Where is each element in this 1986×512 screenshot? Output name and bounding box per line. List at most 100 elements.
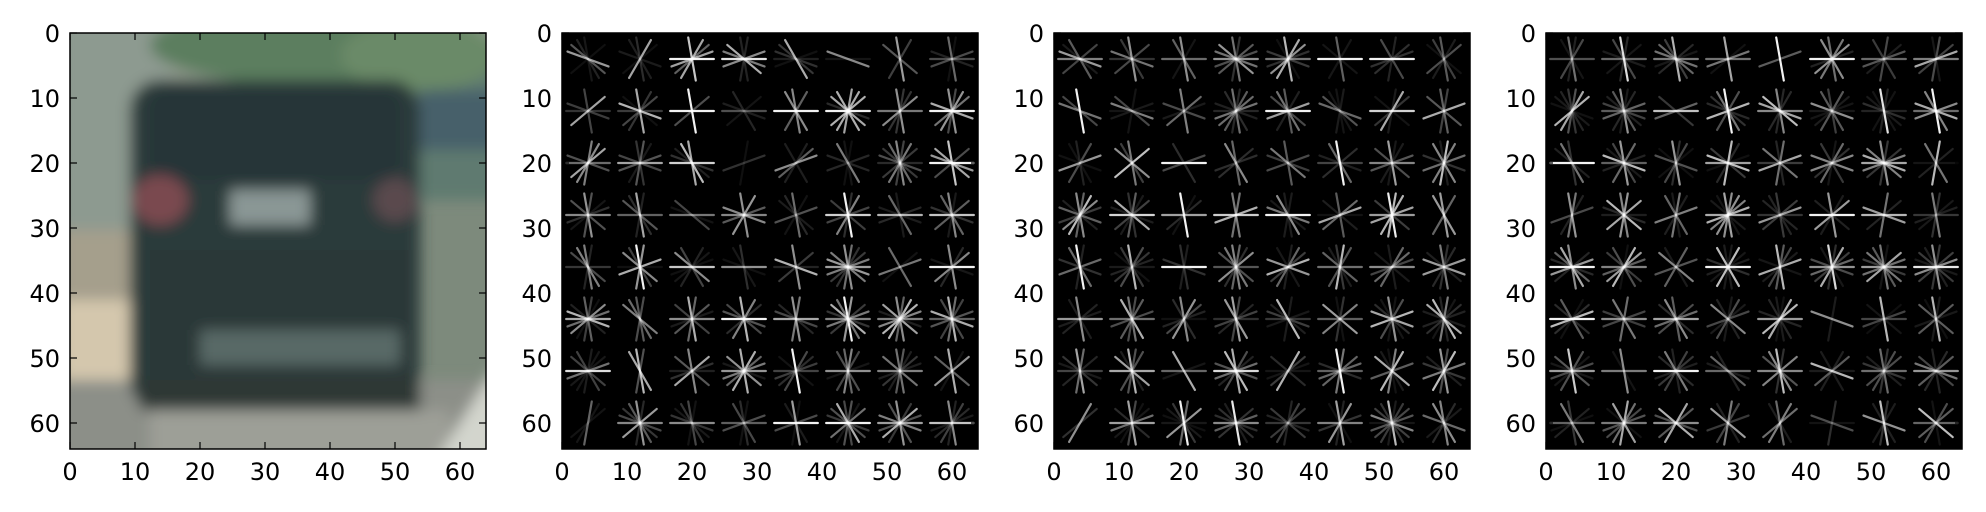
hog-cell [825, 400, 871, 446]
hog-orientation-stroke [1658, 303, 1694, 335]
hog-orientation-stroke [791, 192, 801, 238]
hog-cell [929, 244, 975, 290]
hog-orientation-stroke [783, 194, 809, 236]
hog-orientation-stroke [627, 298, 653, 340]
hog-orientation-stroke [791, 88, 801, 134]
hog-cell [1265, 296, 1311, 342]
hog-cell [877, 192, 923, 238]
hog-cell [825, 192, 871, 238]
hog-orientation-stroke [1283, 140, 1293, 186]
hog-cell [774, 192, 818, 238]
hog-orientation-stroke [1866, 199, 1902, 231]
hog-cell [1861, 244, 1907, 290]
hog-cell [617, 400, 663, 446]
hog-cell [1913, 140, 1959, 186]
x-tick-label: 30 [1726, 458, 1757, 486]
hog-orientation-stroke [635, 140, 645, 186]
hog-cell [1317, 36, 1363, 82]
hog-orientation-stroke [635, 348, 645, 394]
hog-cells [1057, 36, 1466, 446]
hog-orientation-stroke [939, 402, 965, 444]
hog-orientation-stroke [830, 251, 866, 283]
hog-cell [1213, 36, 1259, 82]
hog-cell [669, 140, 715, 186]
hog-orientation-stroke [726, 355, 762, 387]
hog-orientation-stroke [1426, 407, 1462, 439]
hog-cell [1913, 244, 1959, 290]
hog-orientation-stroke [1266, 50, 1310, 68]
hog-orientation-stroke [1715, 298, 1741, 340]
hog-orientation-stroke [1439, 296, 1449, 342]
hog-orientation-stroke [878, 414, 922, 432]
hog-cell [721, 348, 767, 394]
hog-orientation-stroke [1619, 36, 1629, 82]
hog-orientation-stroke [947, 36, 957, 82]
hog-cell [1757, 192, 1803, 238]
hog-panel-2: 0 10 20 30 40 50 60 0 10 20 30 40 50 60 [1013, 20, 1471, 486]
hog-panel-1: 0 10 20 30 40 50 60 0 10 20 30 40 50 60 [521, 20, 979, 486]
hog-orientation-stroke [1923, 350, 1949, 392]
hog-orientation-stroke [774, 206, 818, 224]
hog-orientation-stroke [1075, 296, 1085, 342]
hog-orientation-stroke [575, 246, 601, 288]
hog-orientation-stroke [783, 194, 809, 236]
hog-cell [1318, 88, 1362, 134]
x-tick-label: 0 [1046, 458, 1061, 486]
hog-orientation-stroke [1283, 192, 1293, 238]
hog-orientation-stroke [1266, 258, 1310, 276]
hog-orientation-stroke [1179, 244, 1189, 290]
hog-orientation-stroke [1110, 414, 1154, 432]
hog-orientation-stroke [1619, 36, 1629, 82]
hog-orientation-stroke [622, 303, 658, 335]
hog-orientation-stroke [1431, 194, 1457, 236]
hog-orientation-stroke [1619, 88, 1629, 134]
hog-cell [1161, 296, 1207, 342]
hog-cell [1601, 140, 1647, 186]
y-axis-ticks: 0 10 20 30 40 50 60 [521, 20, 978, 438]
hog-cell [1757, 296, 1803, 342]
hog-orientation-stroke [1567, 348, 1577, 394]
hog-cell [565, 244, 611, 290]
hog-orientation-stroke [1127, 348, 1137, 394]
hog-cell [1317, 348, 1363, 394]
hog-orientation-stroke [895, 348, 905, 394]
hog-orientation-stroke [934, 199, 970, 231]
hog-background [1054, 33, 1470, 449]
hog-orientation-stroke [1663, 246, 1689, 288]
hog-orientation-stroke [1871, 38, 1897, 80]
hog-orientation-stroke [1871, 350, 1897, 392]
hog-orientation-stroke [835, 246, 861, 288]
hog-cell [882, 36, 918, 82]
hog-orientation-stroke [882, 355, 918, 387]
hog-orientation-stroke [1431, 298, 1457, 340]
hog-orientation-stroke [1387, 36, 1397, 82]
hog-orientation-stroke [1370, 50, 1414, 68]
hog-orientation-stroke [1266, 362, 1310, 380]
hog-cell [1369, 140, 1415, 186]
hog-cell [669, 348, 715, 394]
hog-orientation-stroke [618, 154, 662, 172]
y-tick-label: 50 [1505, 345, 1536, 373]
hog-cell [669, 246, 715, 288]
hog-orientation-stroke [575, 350, 601, 392]
hog-orientation-stroke [843, 244, 853, 290]
hog-orientation-stroke [1619, 296, 1629, 342]
hog-orientation-stroke [1322, 43, 1358, 75]
hog-orientation-stroke [1266, 414, 1310, 432]
hog-cell [826, 140, 870, 186]
hog-orientation-stroke [622, 95, 658, 127]
hog-orientation-stroke [1266, 310, 1310, 328]
hog-cell [878, 246, 922, 288]
hog-orientation-stroke [1810, 154, 1854, 172]
hog-orientation-stroke [1658, 355, 1694, 387]
hog-cell [1861, 192, 1907, 238]
hog-orientation-stroke [1179, 244, 1189, 290]
hog-orientation-stroke [947, 296, 957, 342]
hog-cell [1114, 140, 1150, 186]
hog-orientation-stroke [1179, 192, 1189, 238]
hog-orientation-stroke [1327, 402, 1353, 444]
hog-orientation-stroke [1062, 43, 1098, 75]
hog-orientation-stroke [1559, 142, 1585, 184]
hog-orientation-stroke [1171, 350, 1197, 392]
hog-cell [565, 296, 611, 342]
